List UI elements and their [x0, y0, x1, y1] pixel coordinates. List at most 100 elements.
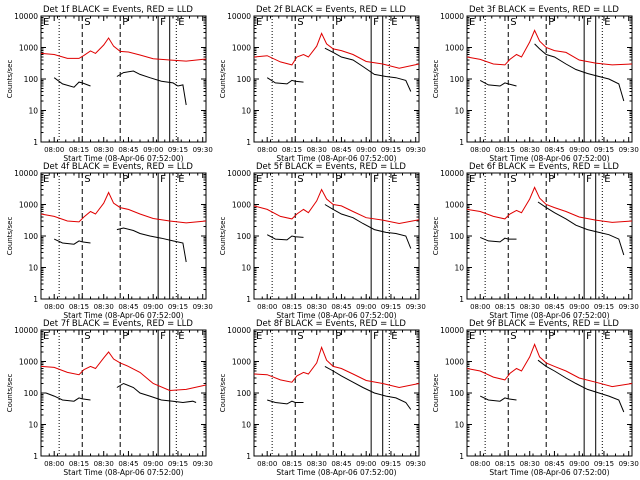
x-tick-label: 09:30: [619, 146, 639, 154]
y-tick-label: 10000: [227, 12, 251, 21]
x-tick-label: 09:00: [356, 460, 376, 468]
x-tick-label: 09:30: [406, 303, 426, 311]
y-tick-label: 1000: [445, 44, 464, 53]
marker-label: S: [297, 17, 303, 28]
marker-label: F: [373, 17, 379, 28]
x-tick-label: 09:15: [381, 460, 401, 468]
series-events-line: [116, 70, 187, 106]
chart-panel-7: Det 7f BLACK = Events, RED = LLD10000100…: [6, 319, 213, 477]
y-tick-label: 10: [28, 264, 38, 273]
chart-title: Det 1f BLACK = Events, RED = LLD: [43, 5, 193, 15]
chart-title: Det 9f BLACK = Events, RED = LLD: [469, 319, 619, 329]
marker-label: E: [469, 17, 475, 28]
marker-label: S: [510, 331, 516, 342]
x-tick-label: 08:30: [94, 460, 114, 468]
y-tick-label: 100: [237, 232, 252, 241]
x-tick-label: 08:30: [94, 303, 114, 311]
series-lld-line: [466, 29, 633, 66]
x-tick-label: 08:00: [44, 146, 64, 154]
marker-label: E: [256, 174, 262, 185]
y-tick-label: 100: [24, 75, 39, 84]
chart-title: Det 6f BLACK = Events, RED = LLD: [469, 162, 619, 172]
series-events-line: [53, 238, 91, 245]
y-tick-label: 1: [33, 452, 38, 461]
y-tick-label: 1000: [19, 358, 38, 367]
series-events-line: [266, 234, 304, 241]
marker-label: P: [335, 17, 341, 28]
series-events-line: [266, 77, 304, 85]
chart-panel-6: Det 6f BLACK = Events, RED = LLD 10000 100…: [432, 162, 639, 320]
series-events-line: [53, 77, 91, 88]
marker-label: P: [335, 331, 341, 342]
y-tick-label: 10000: [14, 12, 38, 21]
y-axis-label: Counts/sec: [6, 374, 14, 413]
y-tick-label: 10: [28, 107, 38, 116]
chart-title: Det 5f BLACK = Events, RED = LLD: [256, 162, 406, 172]
y-tick-label: 1: [33, 295, 38, 304]
y-tick-label: 10000: [227, 326, 251, 335]
marker-label: S: [84, 174, 90, 185]
x-axis-label: Start Time (08-Apr-06 07:52:00): [276, 154, 396, 163]
x-tick-label: 08:45: [544, 460, 564, 468]
y-axis-label: Counts/sec: [219, 217, 227, 256]
x-tick-label: 08:15: [282, 460, 302, 468]
x-axis-label: Start Time (08-Apr-06 07:52:00): [276, 468, 396, 477]
y-tick-label: 100: [24, 389, 39, 398]
y-tick-label: 10000: [440, 169, 464, 178]
plot-frame: [253, 172, 420, 300]
x-tick-label: 08:30: [94, 146, 114, 154]
x-tick-label: 09:30: [619, 460, 639, 468]
y-tick-label: 1: [459, 138, 464, 147]
x-axis-label: Start Time (08-Apr-06 07:52:00): [63, 468, 183, 477]
x-tick-label: 09:15: [594, 460, 614, 468]
x-axis-label: Start Time (08-Apr-06 07:52:00): [63, 311, 183, 320]
x-tick-label: 08:45: [331, 460, 351, 468]
y-tick-label: 10000: [440, 326, 464, 335]
marker-label: E: [604, 331, 610, 342]
x-tick-label: 08:45: [331, 146, 351, 154]
x-tick-label: 08:00: [470, 460, 490, 468]
marker-label: E: [43, 174, 49, 185]
x-tick-label: 08:15: [69, 146, 89, 154]
y-tick-label: 1000: [19, 201, 38, 210]
marker-label: E: [469, 174, 475, 185]
x-axis-label: Start Time (08-Apr-06 07:52:00): [489, 154, 609, 163]
x-tick-label: 08:15: [282, 146, 302, 154]
y-tick-label: 10: [28, 421, 38, 430]
marker-label: P: [122, 17, 128, 28]
series-events-line: [324, 47, 412, 92]
x-tick-label: 09:30: [406, 146, 426, 154]
x-tick-label: 09:00: [356, 146, 376, 154]
x-tick-label: 09:00: [569, 303, 589, 311]
x-tick-label: 09:30: [193, 460, 213, 468]
x-tick-label: 08:30: [307, 146, 327, 154]
series-lld-line: [40, 191, 207, 224]
series-lld-line: [466, 186, 633, 223]
y-tick-label: 10000: [227, 169, 251, 178]
series-lld-line: [40, 351, 207, 392]
x-axis-label: Start Time (08-Apr-06 07:52:00): [63, 154, 183, 163]
x-tick-label: 08:30: [520, 460, 540, 468]
y-axis-label: Counts/sec: [6, 60, 14, 99]
x-tick-label: 08:15: [495, 460, 515, 468]
series-events-line: [537, 359, 625, 413]
marker-label: S: [84, 17, 90, 28]
y-tick-label: 10: [454, 421, 464, 430]
marker-label: E: [604, 174, 610, 185]
marker-label: E: [391, 174, 397, 185]
x-tick-label: 08:30: [307, 303, 327, 311]
x-tick-label: 09:00: [143, 303, 163, 311]
marker-label: P: [122, 331, 128, 342]
series-events-line: [480, 236, 517, 243]
marker-label: S: [510, 174, 516, 185]
x-tick-label: 08:15: [282, 303, 302, 311]
x-tick-label: 08:30: [307, 460, 327, 468]
x-tick-label: 08:00: [257, 303, 277, 311]
x-tick-label: 08:15: [495, 146, 515, 154]
y-tick-label: 1000: [232, 358, 251, 367]
x-tick-label: 09:15: [594, 146, 614, 154]
y-tick-label: 100: [450, 232, 465, 241]
y-tick-label: 10: [241, 421, 251, 430]
series-events-line: [324, 204, 412, 249]
